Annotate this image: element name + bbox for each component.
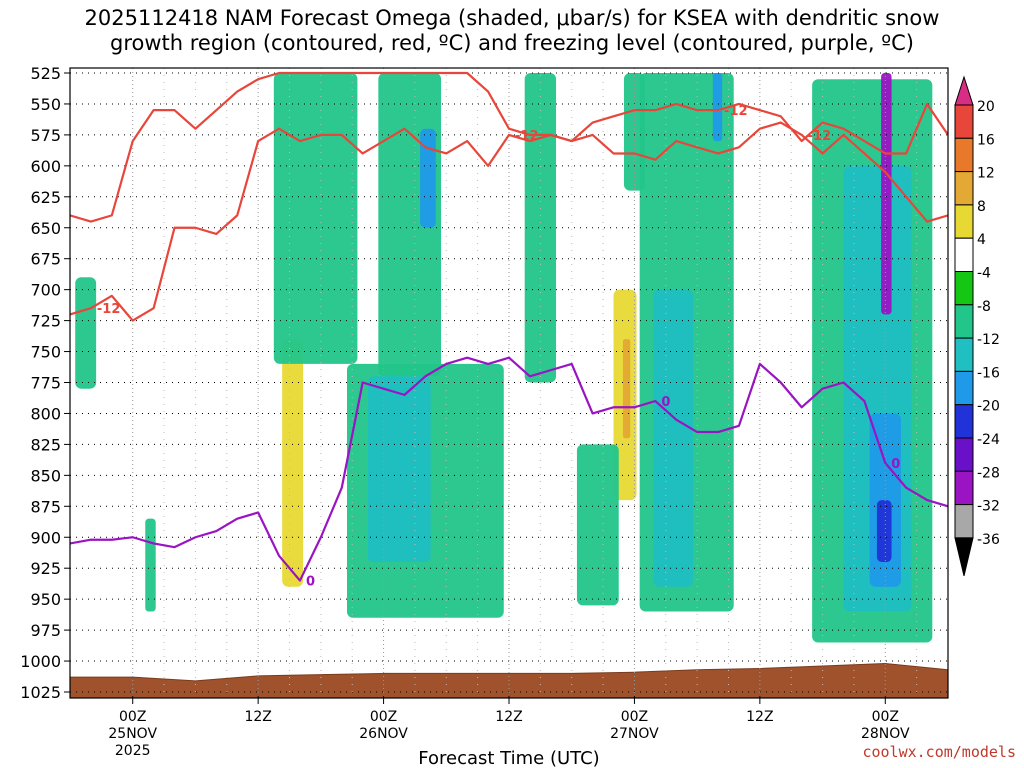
colorbar-label-7: -12	[977, 332, 1000, 348]
fz-label-3: 0	[891, 457, 900, 472]
colorbar-segment-10	[954, 404, 974, 439]
dgz-label-1: -12	[97, 302, 121, 317]
omega-region-19	[876, 500, 892, 563]
y-tick-label-850: 850	[30, 466, 61, 485]
colorbar-label-0: 20	[977, 99, 995, 115]
colorbar-label-10: -24	[977, 432, 1000, 448]
dgz-lower-contour	[70, 121, 948, 322]
y-tick-label-900: 900	[30, 528, 61, 547]
x-tick-label-3-0: 12Z	[495, 709, 522, 725]
colorbar-segment-11	[954, 437, 974, 472]
x-tick-label-6-1: 28NOV	[861, 726, 910, 742]
colorbar-bottom-arrow	[954, 537, 974, 577]
grid	[70, 68, 948, 698]
colorbar-label-2: 12	[977, 166, 995, 182]
omega-shading	[75, 73, 933, 643]
omega-region-10	[622, 339, 631, 439]
colorbar-segment-13	[954, 504, 974, 539]
omega-region-7	[420, 128, 436, 228]
freezing-level-contour	[70, 356, 948, 582]
x-tick-label-6-0: 00Z	[872, 709, 899, 725]
x-tick-label-0-1: 25NOV	[108, 726, 157, 742]
colorbar-label-4: 4	[977, 232, 986, 248]
fz-label-1: 0	[306, 575, 315, 590]
dgz-label-2: -12	[515, 129, 539, 144]
x-tick-label-4-0: 00Z	[621, 709, 648, 725]
omega-region-0	[75, 277, 97, 389]
y-tick-label-625: 625	[30, 188, 61, 207]
y-tick-label-575: 575	[30, 126, 61, 145]
colorbar-label-9: -20	[977, 399, 1000, 415]
y-tick-label-925: 925	[30, 559, 61, 578]
y-tick-label-750: 750	[30, 343, 61, 362]
colorbar-label-3: 8	[977, 199, 986, 215]
credit-text: coolwx.com/models	[862, 743, 1016, 761]
colorbar-segment-9	[954, 370, 974, 406]
colorbar-label-11: -28	[977, 465, 1000, 481]
x-tick-label-2-1: 26NOV	[359, 726, 408, 742]
x-tick-label-5-0: 12Z	[746, 709, 773, 725]
x-tick-label-0-0: 00Z	[119, 709, 146, 725]
colorbar-segment-2	[954, 137, 974, 173]
colorbar-label-8: -16	[977, 365, 1000, 381]
contours: -12 -12 -12 -12 0 0 0	[70, 71, 948, 590]
y-tick-label-650: 650	[30, 219, 61, 238]
y-tick-label-550: 550	[30, 95, 61, 114]
y-tick-label-600: 600	[30, 157, 61, 176]
y-tick-label-525: 525	[30, 64, 61, 83]
colorbar: 20 16 12 8 4 -4 -8 -12 -16 -20 -24 -28 -32 -36	[954, 75, 1000, 577]
omega-region-1	[145, 518, 156, 612]
colorbar-label-13: -36	[977, 532, 1000, 548]
chart-title: 2025112418 NAM Forecast Omega (shaded, μ…	[0, 6, 1024, 56]
colorbar-segment-1	[954, 104, 974, 139]
colorbar-segment-8	[954, 337, 974, 372]
title-line-1: 2025112418 NAM Forecast Omega (shaded, μ…	[84, 6, 940, 30]
title-line-2: growth region (contoured, red, ºC) and f…	[110, 31, 914, 55]
omega-region-8	[524, 73, 557, 383]
y-tick-label-1025: 1025	[20, 683, 61, 702]
y-tick-label-975: 975	[30, 621, 61, 640]
omega-region-14	[653, 289, 693, 587]
dgz-label-3: -12	[724, 104, 748, 119]
y-tick-label-725: 725	[30, 312, 61, 331]
colorbar-segment-12	[954, 470, 974, 506]
y-tick-label-775: 775	[30, 374, 61, 393]
omega-region-6	[367, 376, 431, 563]
y-axis: 525 550 575 600 625 650 675 700 725 750 775 800 825 8…	[20, 64, 70, 702]
colorbar-label-5: -4	[977, 266, 991, 282]
colorbar-segment-5	[954, 237, 974, 272]
omega-region-3	[273, 73, 358, 364]
omega-region-11	[576, 444, 619, 606]
colorbar-segment-3	[954, 171, 974, 206]
x-tick-label-0-2: 2025	[115, 743, 151, 759]
colorbar-top-arrow	[954, 75, 974, 106]
colorbar-segment-7	[954, 304, 974, 339]
colorbar-segment-4	[954, 204, 974, 239]
fz-label-2: 0	[661, 395, 670, 410]
colorbar-segment-6	[954, 271, 974, 306]
y-tick-label-950: 950	[30, 590, 61, 609]
x-tick-label-1-0: 12Z	[244, 709, 271, 725]
colorbar-label-1: 16	[977, 132, 995, 148]
y-tick-label-700: 700	[30, 281, 61, 300]
colorbar-label-12: -32	[977, 499, 1000, 515]
dgz-upper-contour	[70, 71, 948, 223]
omega-region-20	[881, 73, 892, 315]
y-tick-label-1000: 1000	[20, 652, 61, 671]
x-tick-label-4-1: 27NOV	[610, 726, 659, 742]
y-tick-label-675: 675	[30, 250, 61, 269]
omega-region-15	[712, 73, 723, 142]
colorbar-label-6: -8	[977, 299, 991, 315]
y-tick-label-800: 800	[30, 404, 61, 423]
y-tick-label-825: 825	[30, 435, 61, 454]
y-tick-label-875: 875	[30, 497, 61, 516]
plot-area: -12 -12 -12 -12 0 0 0	[70, 68, 948, 698]
x-axis-label: Forecast Time (UTC)	[418, 748, 599, 768]
dgz-label-4: -12	[808, 129, 832, 144]
x-tick-label-2-0: 00Z	[370, 709, 397, 725]
omega-region-2	[282, 339, 304, 587]
